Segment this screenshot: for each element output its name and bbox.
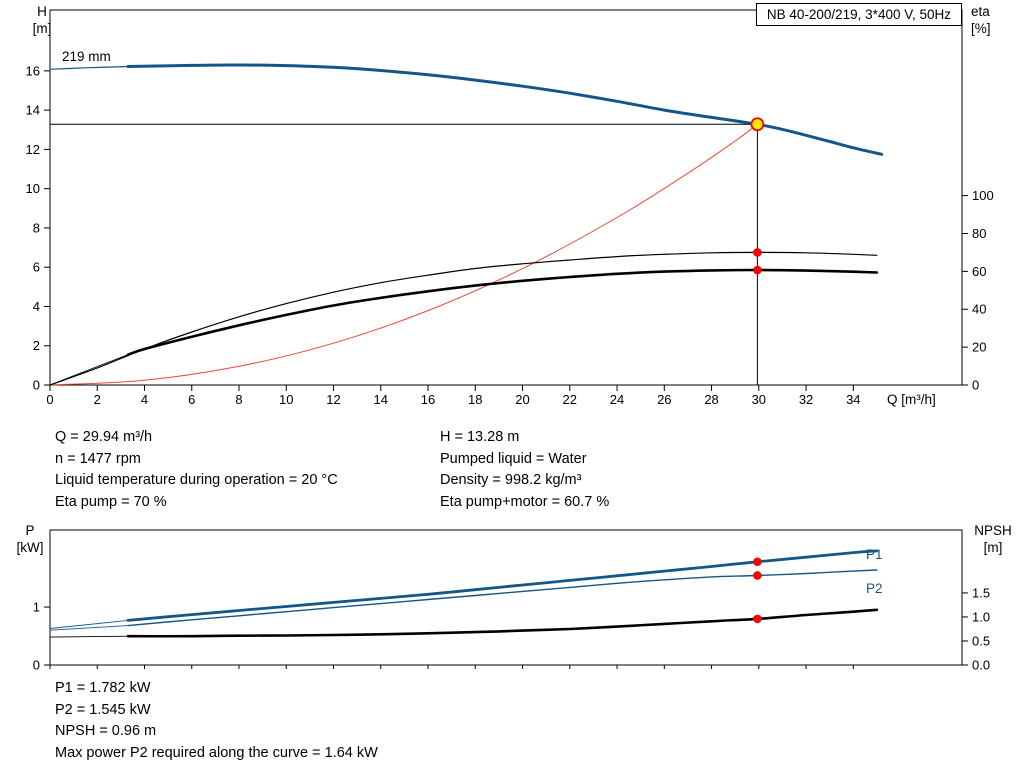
npsh-axis-label: NPSH [m]	[964, 522, 1022, 556]
x-tick-label: 10	[279, 392, 293, 407]
p-axis-unit: [kW]	[16, 540, 44, 555]
npsh-axis-unit: [m]	[983, 540, 1003, 555]
x-tick-label: 22	[563, 392, 577, 407]
duty-info-right: H = 13.28 m Pumped liquid = Water Densit…	[440, 427, 609, 513]
npsh-dot	[753, 614, 762, 624]
p1-curve-label: P1	[866, 547, 883, 562]
npsh-axis-symbol: NPSH	[974, 523, 1012, 538]
duty-point-marker	[750, 117, 765, 132]
eta-axis-symbol: eta	[971, 4, 990, 19]
y-right-tick-label: 0	[972, 378, 979, 393]
power-info: P1 = 1.782 kW P2 = 1.545 kW NPSH = 0.96 …	[55, 678, 378, 764]
npsh-curve	[126, 608, 879, 638]
y-left-tick-label: 8	[33, 220, 40, 235]
x-tick-label: 34	[846, 392, 860, 407]
info-line-temperature: Liquid temperature during operation = 20…	[55, 472, 338, 488]
y-right-tick-label: 1.5	[972, 585, 990, 600]
p2-curve-label: P2	[866, 581, 883, 596]
impeller-diameter-label: 219 mm	[62, 49, 111, 64]
pump-curve-lead	[49, 65, 129, 70]
info-line-eta-pump: Eta pump = 70 %	[55, 493, 167, 510]
p-axis-symbol: P	[25, 523, 35, 538]
p-axis-label: P [kW]	[8, 522, 52, 556]
info-line-p1: P1 = 1.782 kW	[55, 680, 151, 696]
info-line-npsh: NPSH = 0.96 m	[55, 723, 157, 739]
x-tick-label: 8	[235, 392, 242, 407]
info-line-density: Density = 998.2 kg/m³	[440, 472, 582, 488]
y-left-tick-label: 12	[26, 142, 40, 157]
p1-curve	[126, 549, 879, 622]
power-npsh-chart-frame	[49, 529, 963, 666]
y-left-tick-label: 0	[33, 378, 40, 393]
p2-lead	[49, 625, 129, 631]
y-left-tick-label: 2	[33, 338, 40, 353]
info-line-head: H = 13.28 m	[440, 429, 520, 445]
x-tick-label: 18	[468, 392, 482, 407]
x-tick-label: 30	[752, 392, 766, 407]
x-tick-label: 16	[421, 392, 435, 407]
eta-pump-motor-curve	[126, 268, 879, 356]
duty-info-left: Q = 29.94 m³/h n = 1477 rpm Liquid tempe…	[55, 427, 338, 513]
info-line-p2: P2 = 1.545 kW	[55, 701, 151, 718]
pump-curve-219mm	[126, 63, 884, 156]
x-tick-label: 24	[610, 392, 624, 407]
y-right-tick-label: 0.5	[972, 633, 990, 648]
y-right-tick-label: 60	[972, 264, 986, 279]
y-left-tick-label: 14	[26, 103, 40, 118]
h-axis-label: H [m]	[22, 3, 62, 37]
p2-dot	[753, 571, 762, 580]
qh-chart-x-axis-label: Q [m³/h]	[887, 392, 936, 407]
p1-lead	[49, 619, 129, 629]
y-right-tick-label: 40	[972, 302, 986, 317]
x-tick-label: 28	[704, 392, 718, 407]
eta-pump-dot	[753, 248, 762, 257]
info-line-liquid: Pumped liquid = Water	[440, 450, 587, 467]
y-right-tick-label: 20	[972, 340, 986, 355]
y-left-tick-label: 6	[33, 260, 40, 275]
eta-pump-motor-dot	[753, 265, 762, 275]
y-right-tick-label: 100	[972, 188, 994, 203]
y-left-tick-label: 0	[33, 658, 40, 673]
h-axis-symbol: H	[37, 4, 47, 19]
info-line-q: Q = 29.94 m³/h	[55, 429, 153, 445]
info-line-max-power: Max power P2 required along the curve = …	[55, 744, 378, 761]
p1-dot	[753, 557, 762, 567]
x-tick-label: 26	[657, 392, 671, 407]
eta-axis-unit: [%]	[971, 21, 991, 36]
eta-axis-label: eta [%]	[971, 3, 1017, 37]
y-left-tick-label: 1	[33, 600, 40, 615]
y-right-tick-label: 0.0	[972, 658, 990, 673]
y-left-tick-label: 4	[33, 299, 40, 314]
y-right-tick-label: 1.0	[972, 609, 990, 624]
x-tick-label: 2	[94, 392, 101, 407]
x-tick-label: 4	[141, 392, 148, 407]
npsh-lead	[49, 635, 129, 638]
x-tick-label: 32	[799, 392, 813, 407]
info-line-eta-pump-motor: Eta pump+motor = 60.7 %	[440, 493, 610, 510]
x-tick-label: 12	[326, 392, 340, 407]
h-axis-unit: [m]	[32, 21, 52, 36]
qh-chart-frame	[49, 9, 963, 386]
y-right-tick-label: 80	[972, 226, 986, 241]
y-left-tick-label: 10	[26, 181, 40, 196]
x-tick-label: 6	[188, 392, 195, 407]
info-line-speed: n = 1477 rpm	[55, 450, 141, 467]
eta-pump-curve	[49, 251, 878, 386]
x-tick-label: 20	[515, 392, 529, 407]
y-left-tick-label: 16	[26, 63, 40, 78]
eta-pump-motor-lead	[49, 354, 129, 386]
system-curve	[49, 123, 758, 386]
x-tick-label: 0	[46, 392, 53, 407]
x-tick-label: 14	[374, 392, 388, 407]
p2-curve	[127, 569, 878, 627]
pump-model-title: NB 40-200/219, 3*400 V, 50Hz	[755, 3, 962, 26]
